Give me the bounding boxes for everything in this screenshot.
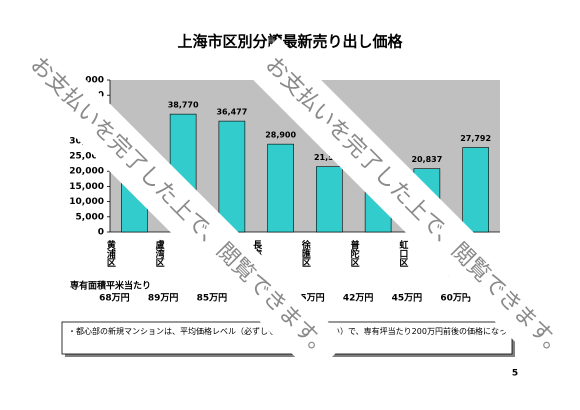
x-tick-label: 黄浦区 <box>105 239 116 267</box>
unit-price-heading: 専有面積平米当たり <box>70 280 151 292</box>
data-label: 38,770 <box>168 101 199 110</box>
unit-price: 60万円 <box>440 293 471 304</box>
y-tick-label: 50,000 <box>69 76 104 86</box>
watermark-band <box>244 37 580 376</box>
y-tick-label: 10,000 <box>69 197 104 207</box>
y-tick-label: 5,000 <box>76 212 104 222</box>
x-tick-label: 盧湾区 <box>154 239 165 267</box>
bar <box>316 166 343 233</box>
y-tick-label: 15,000 <box>69 182 104 192</box>
data-label: 28,900 <box>265 131 296 140</box>
x-tick-label: 虹口区 <box>397 239 408 267</box>
y-tick-label: 0 <box>98 228 104 238</box>
chart-title: 上海市区別分譲最新売り出し価格 <box>177 33 403 51</box>
y-tick-label: 20,000 <box>69 167 104 177</box>
bar <box>462 147 489 233</box>
x-tick-label: 普陀区 <box>349 239 360 267</box>
data-label: 27,792 <box>460 134 491 143</box>
page-number: 5 <box>512 369 518 379</box>
data-label: 36,477 <box>216 108 247 117</box>
unit-price: 85万円 <box>197 293 228 304</box>
unit-price: 55万円 <box>294 293 325 304</box>
x-tick-label: 徐匯区 <box>300 239 312 267</box>
unit-price: 89万円 <box>148 293 179 304</box>
unit-price: 68万円 <box>99 293 130 304</box>
data-label: 20,837 <box>411 155 442 164</box>
unit-price: 45万円 <box>392 293 423 304</box>
data-label: 21,500 <box>314 153 345 162</box>
bar <box>218 120 246 233</box>
bar <box>267 143 294 233</box>
y-tick-label: 25,000 <box>69 152 104 162</box>
watermark-band <box>9 37 348 376</box>
unit-price: 42万円 <box>343 293 374 304</box>
